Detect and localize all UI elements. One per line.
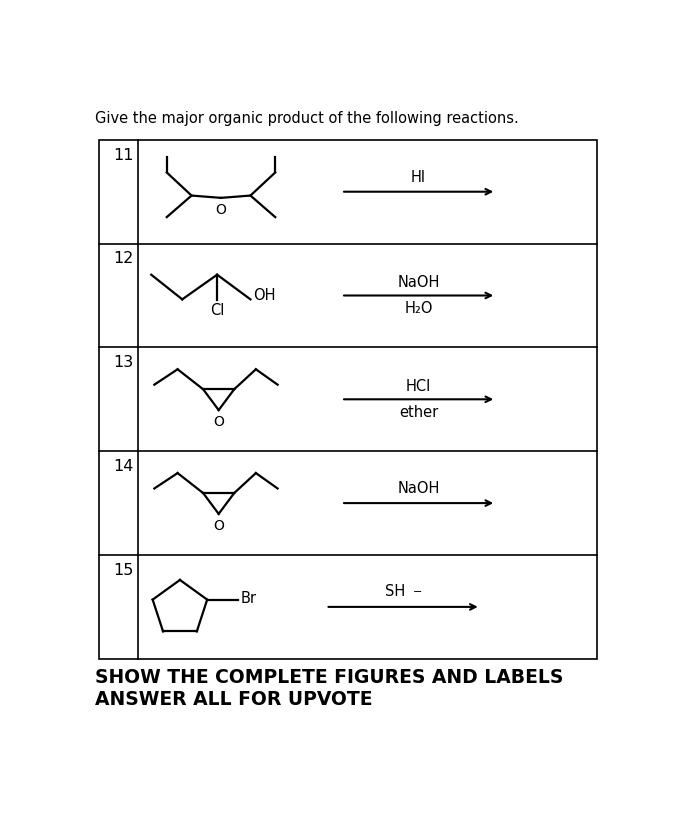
Text: 11: 11: [113, 148, 133, 163]
Text: O: O: [213, 519, 224, 533]
Text: O: O: [216, 203, 227, 217]
Text: H₂O: H₂O: [404, 301, 433, 316]
Text: NaOH: NaOH: [398, 481, 440, 496]
Text: NaOH: NaOH: [398, 275, 440, 290]
Text: 13: 13: [113, 355, 133, 370]
Text: SHOW THE COMPLETE FIGURES AND LABELS: SHOW THE COMPLETE FIGURES AND LABELS: [95, 668, 563, 687]
Text: −: −: [413, 587, 422, 596]
Text: HCl: HCl: [406, 379, 431, 394]
Text: Cl: Cl: [210, 304, 224, 318]
Text: 14: 14: [113, 459, 133, 474]
Text: HI: HI: [411, 170, 426, 185]
Text: SH: SH: [385, 584, 406, 599]
Text: ANSWER ALL FOR UPVOTE: ANSWER ALL FOR UPVOTE: [95, 691, 372, 710]
Text: O: O: [213, 416, 224, 430]
Text: OH: OH: [253, 288, 276, 303]
Text: Br: Br: [240, 592, 257, 606]
Bar: [99, 139, 597, 659]
Text: ether: ether: [399, 405, 438, 420]
Text: Give the major organic product of the following reactions.: Give the major organic product of the fo…: [95, 111, 518, 125]
Text: 12: 12: [113, 252, 133, 266]
Text: 15: 15: [113, 563, 133, 578]
